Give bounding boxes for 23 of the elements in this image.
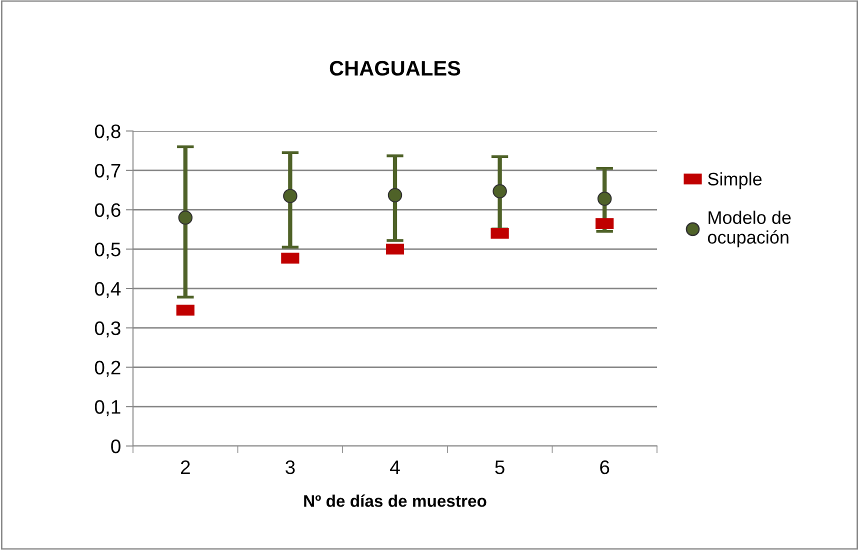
point — [388, 188, 402, 202]
y-tick-label: 0,7 — [94, 164, 120, 180]
x-axis-title: Nº de días de muestreo — [304, 494, 486, 507]
x-tick-label: 4 — [390, 460, 400, 474]
y-tick-label: 0,3 — [94, 321, 120, 338]
point — [597, 192, 612, 206]
y-tick-label: 0,4 — [94, 282, 121, 298]
x-tick-label: 3 — [286, 460, 295, 474]
legend-label: Simple — [708, 172, 762, 190]
y-tick-label: 0 — [111, 439, 120, 454]
y-tick-label: 0,6 — [94, 203, 120, 220]
legend-label: Modelo de ocupación — [708, 210, 791, 248]
y-tick-label: 0,8 — [94, 124, 120, 141]
x-tick-label: 5 — [495, 460, 504, 474]
y-tick-label: 0,5 — [94, 242, 120, 259]
point — [283, 188, 298, 204]
chart-title: CHAGUALES — [330, 60, 460, 76]
y-tick-label: 0,1 — [94, 400, 120, 416]
point — [178, 210, 193, 225]
x-tick-label: 6 — [600, 460, 610, 474]
y-tick-label: 0,2 — [94, 360, 120, 377]
x-tick-label: 2 — [180, 460, 190, 474]
point — [492, 184, 507, 198]
